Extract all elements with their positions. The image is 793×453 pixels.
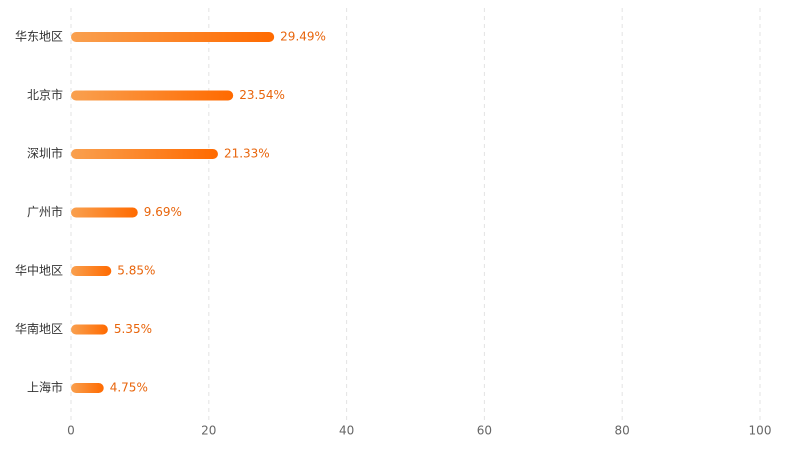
bar bbox=[71, 90, 234, 101]
y-tick-label: 深圳市 bbox=[27, 146, 63, 161]
bar bbox=[71, 266, 112, 276]
x-tick-label: 80 bbox=[615, 424, 630, 438]
y-tick-label: 北京市 bbox=[27, 87, 63, 102]
value-label: 5.35% bbox=[114, 322, 152, 336]
bar bbox=[71, 324, 108, 335]
bar bbox=[71, 207, 138, 218]
value-label: 4.75% bbox=[110, 381, 148, 395]
x-tick-label: 0 bbox=[67, 424, 75, 438]
value-label: 23.54% bbox=[239, 88, 285, 102]
y-tick-label: 华中地区 bbox=[15, 263, 63, 278]
bar bbox=[71, 149, 218, 159]
y-tick-label: 华东地区 bbox=[15, 30, 63, 44]
bar bbox=[71, 32, 275, 42]
x-tick-label: 20 bbox=[201, 424, 216, 438]
x-tick-label: 60 bbox=[477, 424, 492, 438]
x-tick-label: 100 bbox=[749, 424, 772, 438]
value-label: 21.33% bbox=[224, 147, 270, 161]
value-label: 5.85% bbox=[117, 264, 155, 278]
value-label: 9.69% bbox=[144, 205, 182, 219]
bar bbox=[71, 383, 104, 393]
x-tick-label: 40 bbox=[339, 424, 354, 438]
y-tick-label: 广州市 bbox=[27, 204, 63, 219]
value-label: 29.49% bbox=[280, 30, 326, 44]
y-tick-label: 华南地区 bbox=[15, 321, 63, 336]
y-tick-label: 上海市 bbox=[27, 380, 63, 395]
